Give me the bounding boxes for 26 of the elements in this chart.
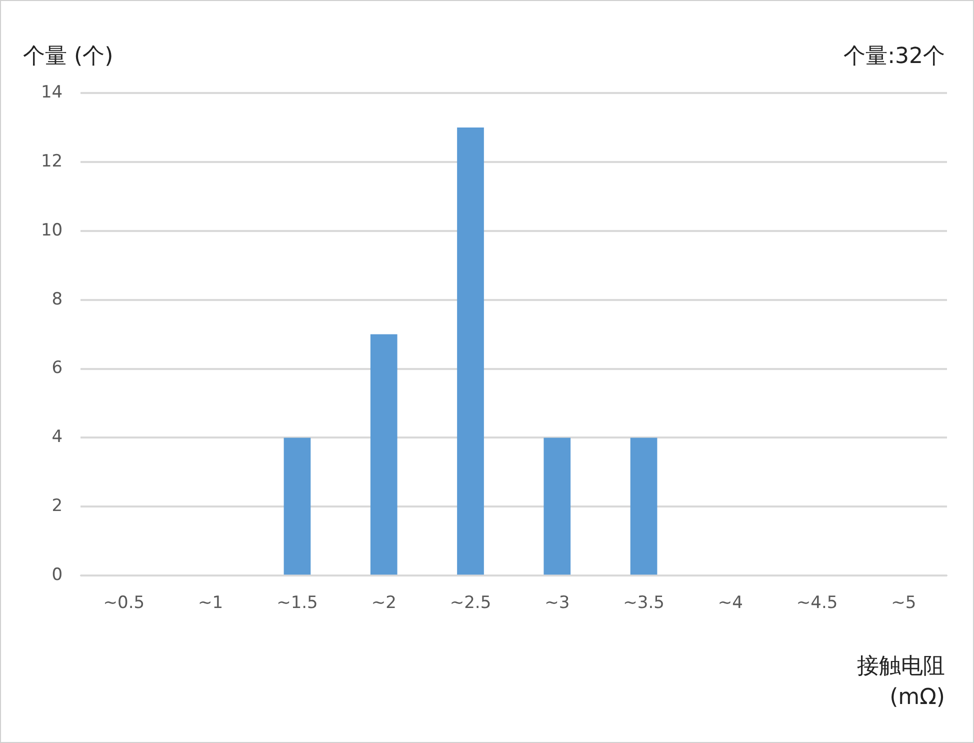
x-tick-label: ~1.5 [276,593,318,614]
text: 个量:32个 [844,43,945,71]
y-tick-label: 12 [40,151,63,172]
x-tick-label: ~4 [718,593,743,614]
bar [284,438,311,575]
x-tick-label: ~3.5 [623,593,664,614]
bar [544,438,571,575]
y-tick-label: 14 [40,82,63,102]
y-axis-title: 个量 (个) [23,43,114,71]
x-tick-label: ~1 [198,593,224,614]
x-tick-label: ~5 [891,593,916,614]
y-tick-label: 2 [52,496,63,516]
y-tick-label: 0 [52,565,63,586]
bar [457,127,484,575]
x-tick-label: ~2.5 [450,593,492,614]
x-tick-label: ~0.5 [103,593,145,614]
x-tick-label: ~2 [371,593,396,614]
bar [370,334,398,575]
y-tick-label: 10 [40,220,63,240]
y-tick-label: 6 [52,358,63,378]
y-tick-label: 8 [52,289,63,310]
bar [630,438,658,575]
y-tick-label: 4 [52,427,63,448]
x-tick-label: ~4.5 [796,593,838,614]
x-tick-label: ~3 [544,593,570,614]
x-axis-title: 接触电阻 (mΩ) [856,653,945,712]
